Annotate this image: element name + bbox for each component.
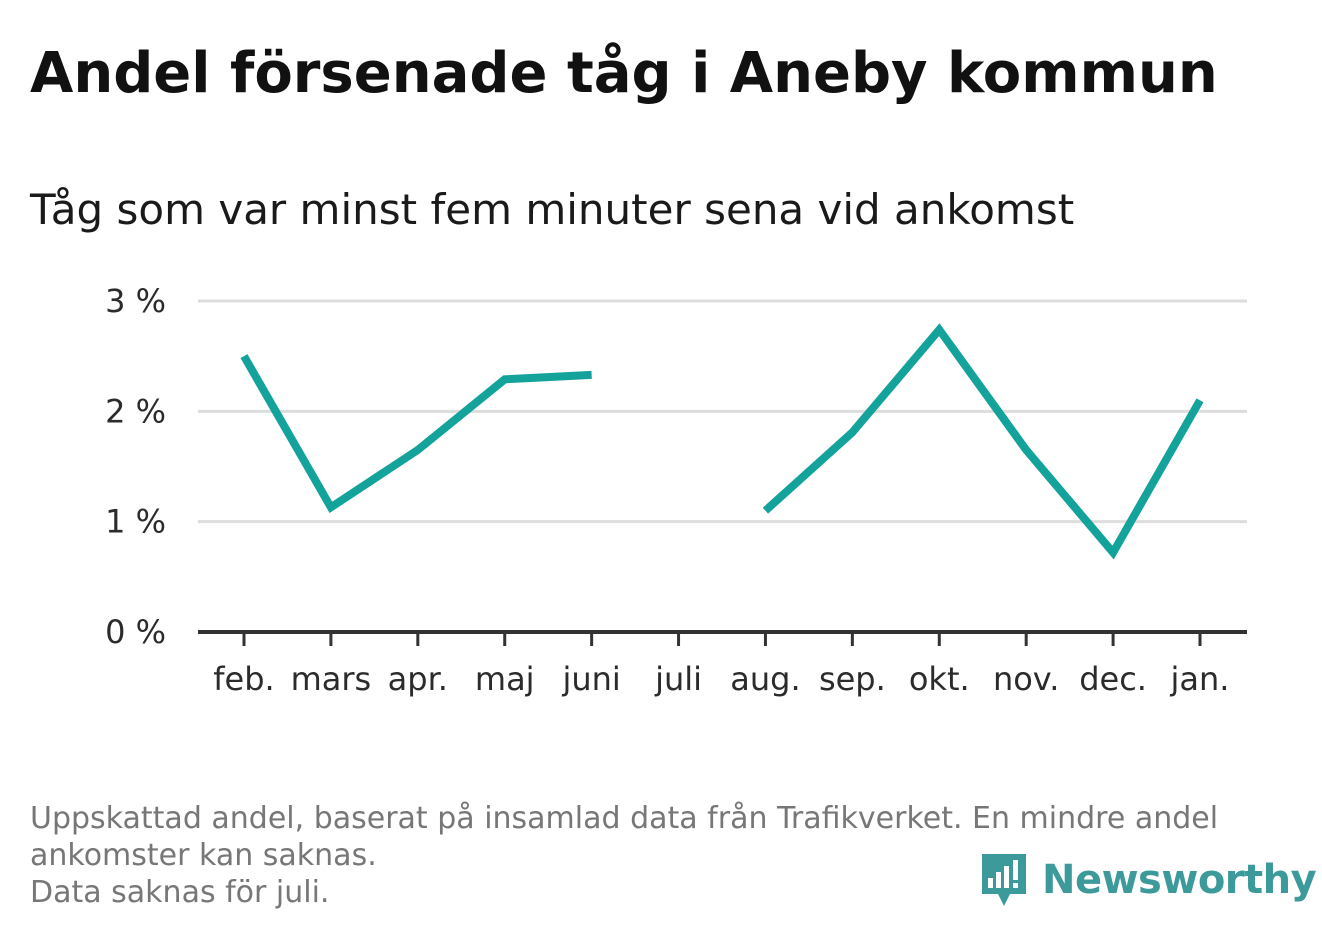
x-tick-label: maj [475,660,535,698]
series-line-segment [240,354,592,514]
y-axis-labels: 0 % 1 % 2 % 3 % [105,282,166,651]
newsworthy-logo-icon [982,854,1026,906]
x-tick-label: dec. [1079,660,1147,698]
chart-title: Andel försenade tåg i Aneby kommun [30,41,1218,106]
series-lines [240,323,1204,560]
gridlines [198,299,1247,524]
x-tick-label: nov. [993,660,1059,698]
x-tick-label: aug. [730,660,800,698]
x-tick-label: jan. [1170,660,1230,698]
x-tick-label: juli [654,660,702,698]
y-tick-label: 2 % [105,392,166,430]
x-tick-label: mars [291,660,372,698]
brand-name: Newsworthy [1042,857,1317,903]
y-tick-label: 1 % [105,503,166,541]
y-tick-label: 0 % [105,613,166,651]
footer-note: Uppskattad andel, baserat på insamlad da… [30,800,1280,911]
footer-line-3: Data saknas för juli. [30,875,330,910]
series-line-segment [762,323,1204,560]
x-tick-label: juni [561,660,620,698]
line-chart: 0 % 1 % 2 % 3 % feb. mars apr. maj juni juli aug.… [105,282,1247,698]
x-tick-label: feb. [213,660,274,698]
x-tick-label: sep. [819,660,886,698]
x-tick-label: okt. [909,660,970,698]
x-axis [198,630,1247,646]
footer-line-2: ankomster kan saknas. [30,838,377,873]
footer-line-1: Uppskattad andel, baserat på insamlad da… [30,801,1219,836]
chart-subtitle: Tåg som var minst fem minuter sena vid a… [30,185,1075,234]
brand-logo: Newsworthy [978,845,1317,915]
x-axis-labels: feb. mars apr. maj juni juli aug. sep. okt. nov. d… [213,660,1229,698]
x-tick-label: apr. [388,660,448,698]
y-tick-label: 3 % [105,282,166,320]
